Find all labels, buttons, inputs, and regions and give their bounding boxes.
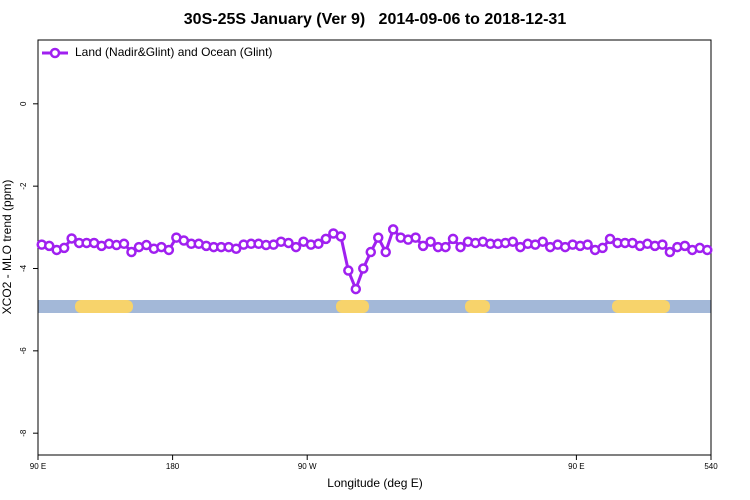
data-point [43, 240, 55, 252]
data-point [410, 232, 421, 243]
x-axis-label: Longitude (deg E) [327, 476, 422, 490]
data-point [118, 238, 130, 250]
data-point [350, 283, 362, 295]
y-tick-label: -8 [19, 429, 28, 437]
data-point [372, 232, 384, 243]
legend-marker [49, 47, 61, 59]
data-point [440, 241, 451, 253]
data-point [387, 224, 399, 235]
x-tick-label: 180 [166, 462, 180, 471]
ocean-band [38, 300, 711, 313]
y-tick-label: -6 [19, 347, 28, 355]
x-tick-label: 540 [704, 462, 718, 471]
data-point [657, 239, 668, 250]
data-point [358, 263, 369, 274]
x-tick-label: 90 W [298, 462, 317, 471]
data-point [455, 241, 466, 253]
x-tick-label: 90 E [568, 462, 584, 471]
data-point [425, 236, 436, 247]
data-point [582, 239, 593, 250]
y-tick-label: 0 [19, 101, 28, 106]
data-point [335, 231, 347, 242]
data-point [313, 238, 324, 250]
data-point [283, 237, 294, 249]
data-point [230, 243, 242, 254]
legend-label: Land (Nadir&Glint) and Ocean (Glint) [75, 45, 272, 59]
data-point [380, 246, 391, 258]
data-point [320, 233, 332, 245]
data-point [597, 242, 608, 254]
land-band [336, 300, 369, 313]
y-tick-label: -2 [19, 182, 28, 190]
data-point [126, 246, 137, 258]
data-point [537, 236, 548, 247]
data-point [290, 241, 302, 253]
data-point [365, 246, 377, 258]
data-point [447, 233, 459, 245]
data-point [679, 240, 691, 252]
data-point [343, 265, 354, 276]
data-point [66, 233, 77, 244]
land-band [75, 300, 133, 313]
data-point [604, 233, 616, 245]
surface-strip [38, 300, 711, 313]
y-axis-label: XCO2 - MLO trend (ppm) [0, 180, 14, 315]
land-band [465, 300, 490, 313]
x-tick-label: 90 E [30, 462, 46, 471]
data-point [58, 242, 70, 254]
data-point [507, 236, 519, 247]
data-point [163, 244, 175, 256]
land-band [612, 300, 670, 313]
chart-title: 30S-25S January (Ver 9) 2014-09-06 to 20… [184, 11, 567, 28]
y-tick-label: -4 [19, 264, 28, 272]
data-point [417, 240, 429, 252]
data-point [664, 246, 676, 258]
data-point [702, 244, 713, 256]
